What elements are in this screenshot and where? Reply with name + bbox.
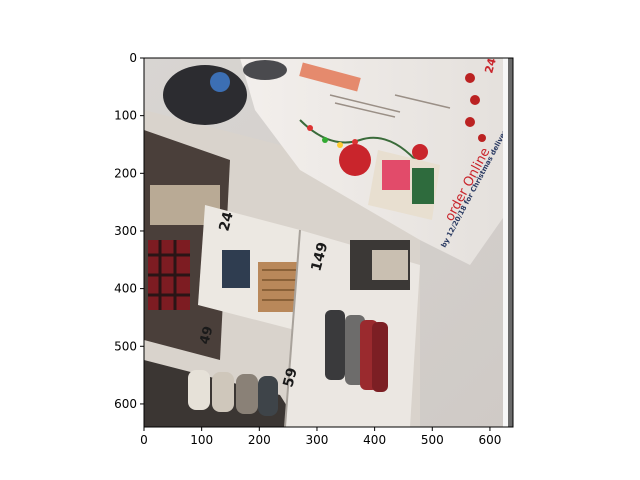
y-tick-label: 200 <box>114 166 137 180</box>
price-label-a: 24 <box>216 210 237 233</box>
x-tick-label: 600 <box>478 433 501 447</box>
y-axis: 0 100 200 300 400 500 600 <box>114 51 144 411</box>
x-tick-label: 500 <box>421 433 444 447</box>
x-tick-label: 400 <box>363 433 386 447</box>
y-tick-label: 300 <box>114 224 137 238</box>
price-label-e: 24 <box>482 56 499 74</box>
y-tick-label: 500 <box>114 339 137 353</box>
photo-image: 24 149 49 59 <box>144 56 513 427</box>
price-label-d: 59 <box>280 366 300 389</box>
price-label-c: 49 <box>197 325 216 346</box>
y-tick-label: 0 <box>129 51 137 65</box>
y-tick-label: 600 <box>114 397 137 411</box>
y-tick-label: 400 <box>114 282 137 296</box>
x-tick-label: 200 <box>248 433 271 447</box>
x-axis: 0 100 200 300 400 500 600 <box>140 427 501 447</box>
axes-frame <box>143 57 514 428</box>
x-tick-label: 100 <box>190 433 213 447</box>
x-tick-label: 0 <box>140 433 148 447</box>
x-tick-label: 300 <box>306 433 329 447</box>
y-tick-label: 100 <box>114 109 137 123</box>
price-label-b: 149 <box>308 241 331 273</box>
